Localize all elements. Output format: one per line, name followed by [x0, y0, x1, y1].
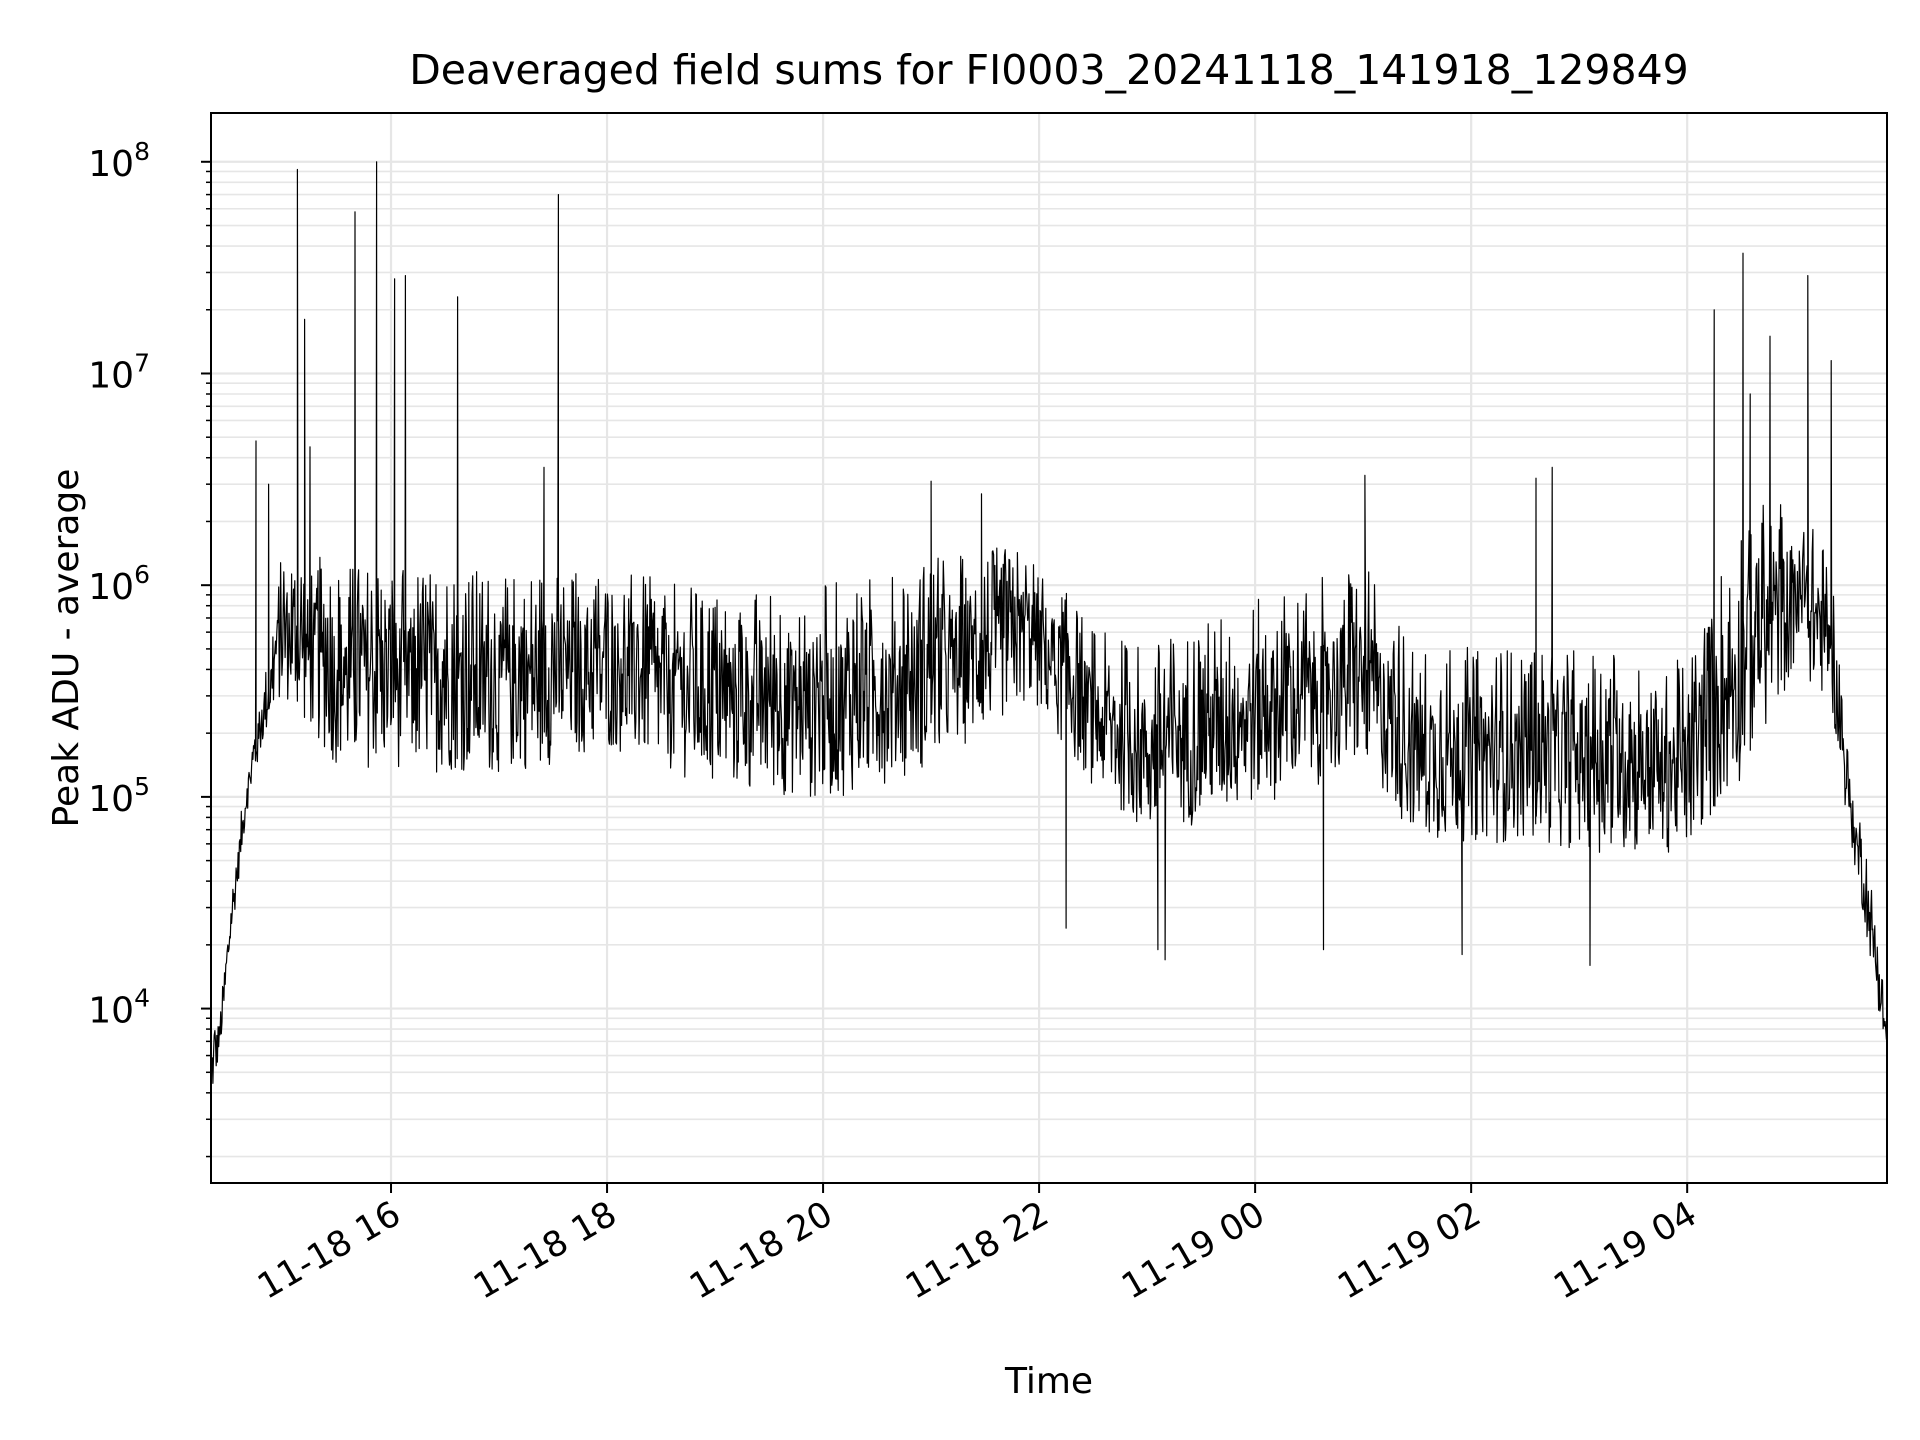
chart-title: Deaveraged field sums for FI0003_2024111…	[409, 46, 1689, 94]
y-tick-label: 104	[88, 984, 150, 1032]
minor-grid	[211, 170, 1887, 1158]
y-tick-label: 105	[88, 772, 150, 820]
data-series-line	[210, 161, 1888, 1084]
x-axis-label: Time	[1004, 1361, 1093, 1402]
y-tick-label: 106	[88, 560, 150, 608]
y-tick-label: 108	[88, 137, 150, 185]
plot-frame	[210, 112, 1888, 1184]
y-tick-label: 107	[88, 348, 150, 396]
y-axis: 104 105 106 107 108	[88, 137, 211, 1158]
y-axis-label: Peak ADU - average	[46, 469, 87, 828]
